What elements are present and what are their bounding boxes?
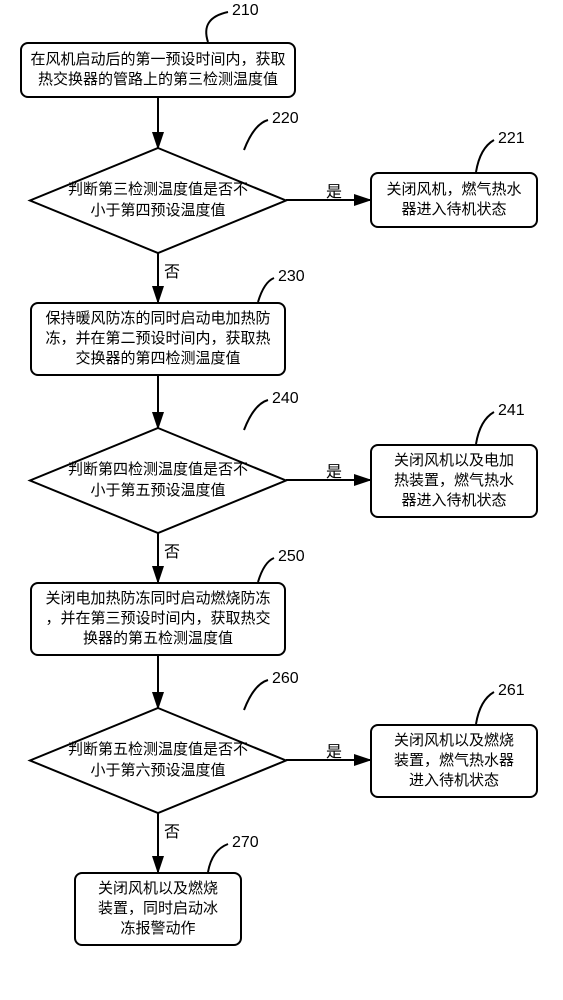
decision-240-text: 判断第四检测温度值是否不小于第五预设温度值 [38,460,278,501]
decision-220-text: 判断第三检测温度值是否不小于第四预设温度值 [38,180,278,221]
branch-no-260: 否 [164,818,180,842]
branch-yes-220: 是 [326,178,342,202]
process-210-text: 在风机启动后的第一预设时间内，获取热交换器的管路上的第三检测温度值 [30,50,285,91]
process-241-text: 关闭风机以及电加热装置，燃气热水器进入待机状态 [394,451,514,512]
step-num-241: 241 [498,402,525,420]
process-250-text: 关闭电加热防冻同时启动燃烧防冻，并在第三预设时间内，获取热交换器的第五检测温度值 [45,589,270,650]
process-250: 关闭电加热防冻同时启动燃烧防冻，并在第三预设时间内，获取热交换器的第五检测温度值 [30,582,286,656]
process-270: 关闭风机以及燃烧装置，同时启动冰冻报警动作 [74,872,242,946]
process-221-text: 关闭风机，燃气热水器进入待机状态 [386,180,521,221]
decision-260: 判断第五检测温度值是否不小于第六预设温度值 [30,708,286,813]
step-num-270: 270 [232,834,259,852]
process-261-text: 关闭风机以及燃烧装置，燃气热水器进入待机状态 [394,731,514,792]
process-241: 关闭风机以及电加热装置，燃气热水器进入待机状态 [370,444,538,518]
decision-220: 判断第三检测温度值是否不小于第四预设温度值 [30,148,286,253]
process-270-text: 关闭风机以及燃烧装置，同时启动冰冻报警动作 [98,879,218,940]
step-num-210: 210 [232,2,259,20]
step-num-240: 240 [272,390,299,408]
process-210: 在风机启动后的第一预设时间内，获取热交换器的管路上的第三检测温度值 [20,42,296,98]
step-num-221: 221 [498,130,525,148]
decision-240: 判断第四检测温度值是否不小于第五预设温度值 [30,428,286,533]
step-num-230: 230 [278,268,305,286]
process-261: 关闭风机以及燃烧装置，燃气热水器进入待机状态 [370,724,538,798]
branch-no-220: 否 [164,258,180,282]
branch-yes-260: 是 [326,738,342,762]
branch-yes-240: 是 [326,458,342,482]
branch-no-240: 否 [164,538,180,562]
step-num-260: 260 [272,670,299,688]
process-230-text: 保持暖风防冻的同时启动电加热防冻，并在第二预设时间内，获取热交换器的第四检测温度… [45,309,270,370]
process-230: 保持暖风防冻的同时启动电加热防冻，并在第二预设时间内，获取热交换器的第四检测温度… [30,302,286,376]
step-num-261: 261 [498,682,525,700]
decision-260-text: 判断第五检测温度值是否不小于第六预设温度值 [38,740,278,781]
step-num-250: 250 [278,548,305,566]
process-221: 关闭风机，燃气热水器进入待机状态 [370,172,538,228]
step-num-220: 220 [272,110,299,128]
